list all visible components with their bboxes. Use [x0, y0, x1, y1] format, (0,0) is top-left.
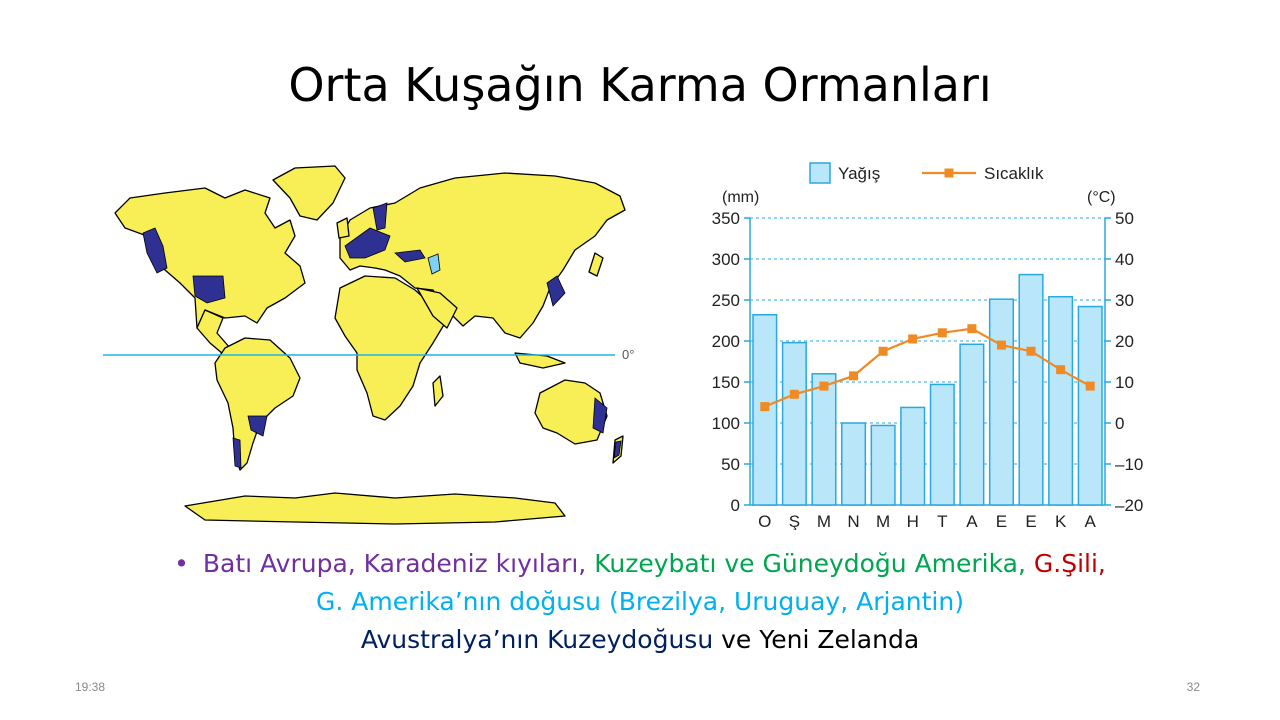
- bar-precipitation: [841, 422, 867, 506]
- forest-east-asia: [546, 275, 566, 307]
- y-tick-label-left: 50: [721, 455, 740, 474]
- bullet-north-america: Kuzeybatı ve Güneydoğu Amerika,: [594, 549, 1026, 578]
- bar-precipitation: [929, 383, 955, 506]
- bullet-chile: G.Şili,: [1033, 549, 1106, 578]
- forest-nw-america: [142, 227, 168, 274]
- temperature-point: [996, 340, 1006, 350]
- temperature-point: [937, 328, 947, 338]
- forest-western-europe: [344, 227, 391, 259]
- antarctica-landmass: [184, 492, 566, 525]
- y-axis-left-label: (mm): [722, 189, 759, 206]
- uk-landmass: [336, 217, 350, 239]
- temperature-point: [1085, 381, 1095, 391]
- world-map: 0°: [103, 165, 634, 525]
- forest-chile: [232, 437, 242, 469]
- temperature-point: [849, 371, 859, 381]
- madagascar-landmass: [432, 375, 444, 407]
- y-tick-label-left: 250: [712, 291, 740, 310]
- temperature-point: [967, 324, 977, 334]
- x-tick-label: O: [758, 512, 771, 530]
- forest-se-america: [192, 275, 226, 304]
- bar-precipitation: [959, 343, 985, 506]
- temperature-line: [764, 327, 1091, 408]
- bar-precipitation: [1048, 295, 1074, 506]
- temperature-point: [819, 381, 829, 391]
- bullet-new-zealand: ve Yeni Zelanda: [721, 625, 920, 654]
- greenland-landmass: [272, 165, 346, 221]
- y-tick-label-right: 0: [1115, 414, 1124, 433]
- bullet-line-1: • Batı Avrupa, Karadeniz kıyıları, Kuzeyb…: [0, 545, 1280, 583]
- central-america-landmass: [196, 309, 231, 355]
- y-tick-label-left: 150: [712, 373, 740, 392]
- legend-label-temperature: Sıcaklık: [984, 164, 1044, 183]
- equator-label: 0°: [622, 347, 634, 362]
- y-tick-label-left: 100: [712, 414, 740, 433]
- x-tick-label: A: [1085, 512, 1097, 530]
- climate-chart: 0 50 100 150 200 250 300 350 –20 –10 0 10 20 30 40 50 (m…: [712, 162, 1143, 530]
- temperature-point: [908, 334, 918, 344]
- legend-swatch-bar: [809, 162, 831, 184]
- caspian-sea: [427, 253, 441, 275]
- x-tick-label: H: [907, 512, 919, 530]
- bar-precipitation: [1077, 305, 1103, 506]
- south-america-landmass: [214, 337, 301, 471]
- forest-scandinavia: [372, 202, 388, 231]
- x-tick-label: N: [847, 512, 859, 530]
- legend-swatch-marker: [944, 168, 954, 178]
- temperature-point: [1056, 365, 1066, 375]
- temperature-point: [1026, 346, 1036, 356]
- bar-precipitation: [870, 424, 896, 506]
- temperature-point: [760, 402, 770, 412]
- bullet-western-europe: Batı Avrupa, Karadeniz kıyıları,: [202, 549, 587, 578]
- x-tick-label: K: [1055, 512, 1067, 530]
- y-tick-label-right: 10: [1115, 373, 1134, 392]
- map-land: [114, 165, 626, 525]
- x-tick-label: M: [817, 512, 831, 530]
- temperature-point: [878, 346, 888, 356]
- bar-precipitation: [988, 298, 1014, 506]
- australia-landmass: [534, 379, 608, 445]
- x-tick-label: Ş: [789, 512, 800, 530]
- slide-number: 32: [1186, 680, 1200, 694]
- bar-precipitation: [781, 341, 807, 506]
- forest-brazil-uruguay: [247, 415, 268, 437]
- y-tick-label-right: 40: [1115, 250, 1134, 269]
- eurasia-landmass: [339, 172, 626, 339]
- bullet-dot: •: [174, 549, 189, 578]
- japan-landmass: [588, 252, 604, 277]
- forest-east-australia: [592, 397, 608, 434]
- legend-label-precipitation: Yağış: [838, 164, 880, 183]
- x-tick-label: T: [937, 512, 947, 530]
- bar-precipitation: [811, 373, 837, 506]
- x-tick-label: A: [966, 512, 978, 530]
- x-tick-label: M: [876, 512, 890, 530]
- bullet-text: • Batı Avrupa, Karadeniz kıyıları, Kuzeyb…: [0, 545, 1280, 659]
- bar-precipitation: [1018, 273, 1044, 506]
- mixed-forest-areas: [142, 202, 622, 469]
- y-axis-right-label: (°C): [1087, 189, 1116, 206]
- y-tick-label-left: 0: [731, 496, 740, 515]
- bullet-australia: Avustralya’nın Kuzeydoğusu: [360, 625, 714, 654]
- y-tick-label-right: 50: [1115, 209, 1134, 228]
- y-tick-label-left: 350: [712, 209, 740, 228]
- temperature-point: [789, 389, 799, 399]
- y-tick-label-left: 200: [712, 332, 740, 351]
- y-tick-label-right: –20: [1115, 496, 1143, 515]
- bullet-line-3: Avustralya’nın Kuzeydoğusu ve Yeni Zelan…: [0, 621, 1280, 659]
- arabia-landmass: [416, 287, 458, 329]
- north-america-landmass: [114, 187, 306, 329]
- bullet-south-america: G. Amerika’nın doğusu (Brezilya, Uruguay…: [316, 587, 964, 616]
- forest-black-sea: [394, 249, 426, 263]
- y-tick-label-right: –10: [1115, 455, 1143, 474]
- y-tick-label-right: 30: [1115, 291, 1134, 310]
- x-tick-label: E: [1025, 512, 1036, 530]
- x-tick-label: E: [996, 512, 1007, 530]
- y-tick-label-left: 300: [712, 250, 740, 269]
- africa-landmass: [334, 275, 446, 421]
- slide-title: Orta Kuşağın Karma Ormanları: [288, 58, 992, 112]
- forest-new-zealand: [613, 440, 622, 459]
- bar-precipitation: [900, 406, 926, 506]
- slide-time: 19:38: [75, 680, 106, 694]
- y-tick-label-right: 20: [1115, 332, 1134, 351]
